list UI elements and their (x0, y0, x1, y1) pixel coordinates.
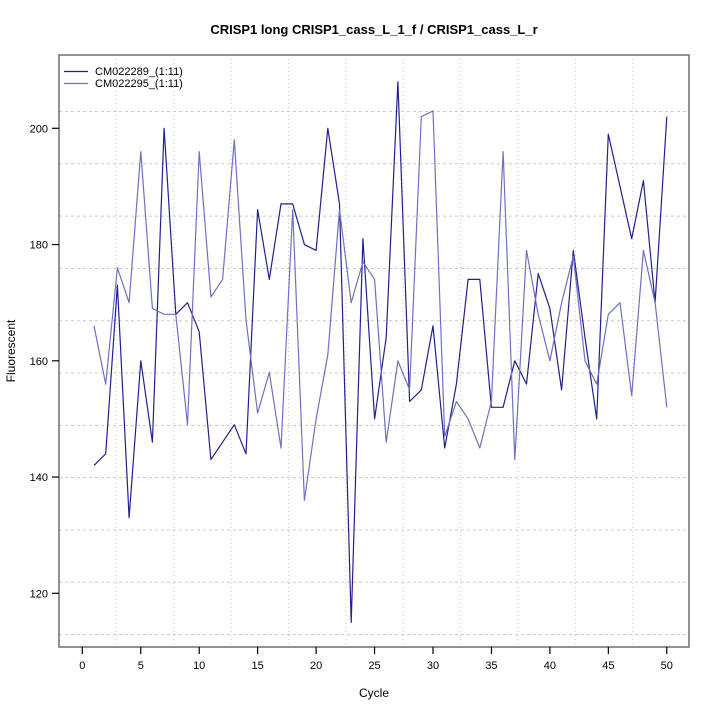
x-tick-label: 35 (485, 660, 497, 672)
series-line-CM022289 (93, 81, 668, 624)
x-tick-label: 30 (427, 660, 439, 672)
y-tick-label: 180 (30, 240, 48, 252)
axis-ticks: 0 5 10 15 20 25 30 35 40 45 50 120 140 160 180 200 (30, 123, 673, 672)
x-tick-label: 40 (544, 660, 556, 672)
legend: CM022289_(1:11) CM022295_(1:11) (64, 66, 183, 90)
legend-label-series2: CM022295_(1:11) (95, 78, 183, 90)
x-tick-label: 0 (79, 660, 85, 672)
x-tick-label: 10 (193, 660, 205, 672)
x-tick-label: 50 (661, 660, 673, 672)
y-tick-label: 140 (30, 472, 48, 484)
x-tick-label: 15 (252, 660, 264, 672)
y-tick-label: 160 (30, 356, 48, 368)
plot-border (58, 54, 690, 648)
x-tick-label: 5 (138, 660, 144, 672)
x-tick-label: 25 (368, 660, 380, 672)
y-axis-label: Fluorescent (4, 319, 18, 382)
y-tick-label: 120 (30, 588, 48, 600)
x-axis-label: Cycle (359, 686, 389, 700)
y-tick-label: 200 (30, 123, 48, 135)
legend-label-series1: CM022289_(1:11) (95, 66, 183, 78)
data-series (93, 81, 668, 624)
series-line-CM022295 (93, 110, 668, 501)
x-tick-label: 20 (310, 660, 322, 672)
gridlines (59, 55, 689, 647)
x-tick-label: 45 (602, 660, 614, 672)
chart-title: CRISP1 long CRISP1_cass_L_1_f / CRISP1_c… (210, 22, 537, 37)
